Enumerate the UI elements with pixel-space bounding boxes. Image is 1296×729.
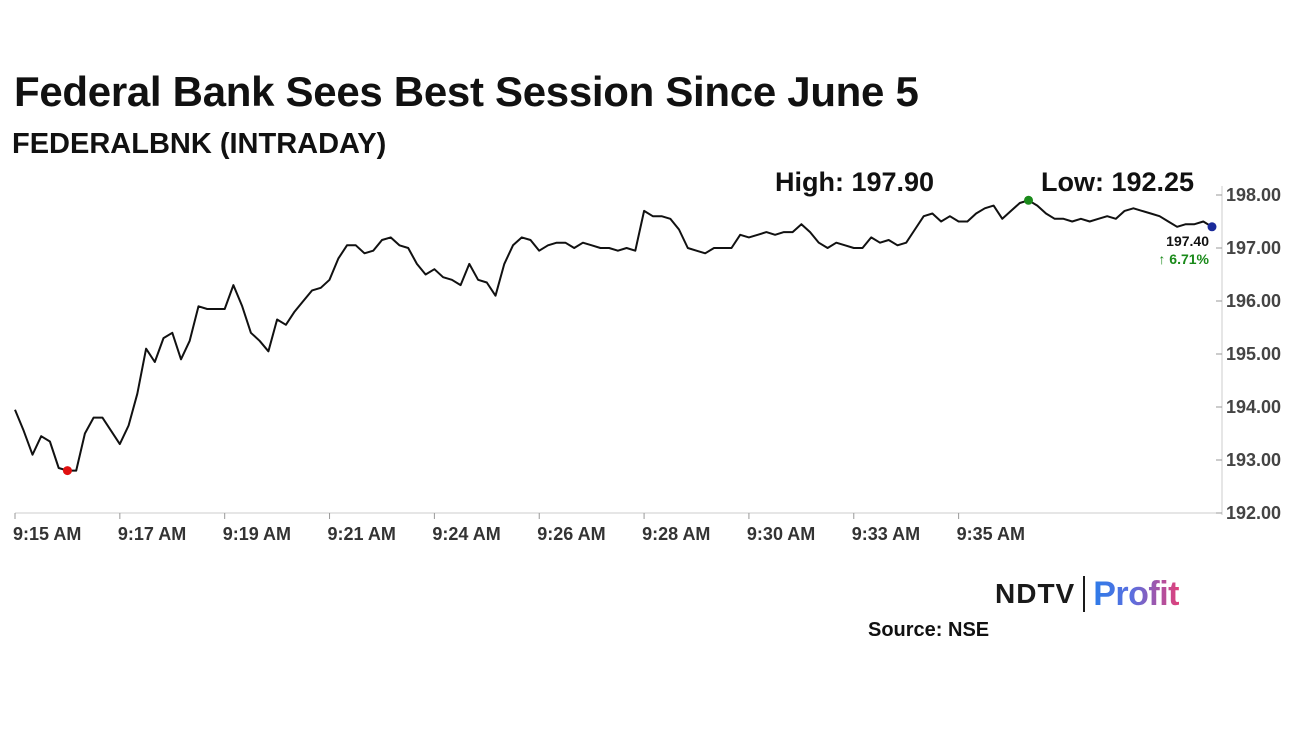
ndtv-profit-logo: NDTV Profit xyxy=(995,574,1180,614)
chart-subtitle: FEDERALBNK (INTRADAY) xyxy=(12,128,387,160)
y-tick-label: 194.00 xyxy=(1226,397,1281,417)
low-label: Low: 192.25 xyxy=(1041,167,1195,197)
y-tick-label: 195.00 xyxy=(1226,344,1281,364)
low-marker xyxy=(62,466,72,476)
change-percent-label: ↑ 6.71% xyxy=(1158,251,1209,267)
x-tick-label: 9:24 AM xyxy=(432,524,500,544)
high-marker xyxy=(1024,195,1034,205)
x-tick-label: 9:19 AM xyxy=(223,524,291,544)
high-label: High: 197.90 xyxy=(775,167,935,197)
source-note: Source: NSE xyxy=(868,619,990,641)
y-tick-label: 192.00 xyxy=(1226,503,1281,523)
y-tick-label: 196.00 xyxy=(1226,291,1281,311)
x-tick-label: 9:35 AM xyxy=(957,524,1025,544)
price-line xyxy=(14,199,1213,472)
logo-profit-text: Profit xyxy=(1093,574,1180,613)
x-tick-label: 9:26 AM xyxy=(537,524,605,544)
x-tick-label: 9:15 AM xyxy=(13,524,81,544)
x-tick-label: 9:33 AM xyxy=(852,524,920,544)
last-price-marker xyxy=(1207,222,1217,232)
y-tick-label: 197.00 xyxy=(1226,238,1281,258)
y-tick-label: 193.00 xyxy=(1226,450,1281,470)
chart-title: Federal Bank Sees Best Session Since Jun… xyxy=(14,68,919,115)
last-price-label: 197.40 xyxy=(1166,233,1209,249)
x-tick-label: 9:17 AM xyxy=(118,524,186,544)
logo-ndtv-text: NDTV xyxy=(995,578,1076,609)
logo-divider xyxy=(1083,576,1086,612)
x-tick-label: 9:21 AM xyxy=(328,524,396,544)
x-tick-label: 9:28 AM xyxy=(642,524,710,544)
x-tick-label: 9:30 AM xyxy=(747,524,815,544)
y-tick-label: 198.00 xyxy=(1226,185,1281,205)
